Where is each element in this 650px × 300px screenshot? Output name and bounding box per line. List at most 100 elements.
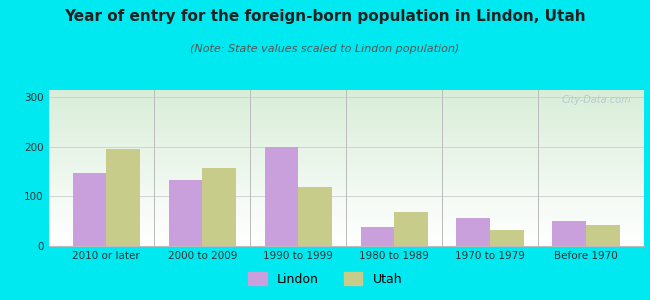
Bar xyxy=(49,184,644,185)
Text: Year of entry for the foreign-born population in Lindon, Utah: Year of entry for the foreign-born popul… xyxy=(64,9,586,24)
Bar xyxy=(49,160,644,162)
Bar xyxy=(202,168,236,246)
Bar xyxy=(49,157,644,159)
Bar xyxy=(49,152,644,154)
Bar xyxy=(49,98,644,99)
Bar xyxy=(49,163,644,165)
Bar xyxy=(49,230,644,232)
Bar xyxy=(49,241,644,243)
Bar xyxy=(49,140,644,142)
Bar xyxy=(49,165,644,166)
Bar xyxy=(49,202,644,204)
Bar xyxy=(49,120,644,121)
Bar xyxy=(49,212,644,213)
Bar xyxy=(49,193,644,194)
Bar xyxy=(49,106,644,107)
Bar xyxy=(49,221,644,223)
Bar xyxy=(49,112,644,113)
Bar xyxy=(49,190,644,191)
Bar xyxy=(49,149,644,151)
Bar xyxy=(49,237,644,238)
Bar xyxy=(49,233,644,235)
Bar xyxy=(49,134,644,135)
Bar xyxy=(49,169,644,171)
Bar xyxy=(49,143,644,145)
Bar xyxy=(49,171,644,173)
Bar xyxy=(49,243,644,244)
Bar xyxy=(49,121,644,123)
Bar xyxy=(49,154,644,155)
Bar xyxy=(49,137,644,138)
Bar xyxy=(49,128,644,129)
Bar xyxy=(49,130,644,132)
Bar xyxy=(49,177,644,179)
Bar xyxy=(49,240,644,241)
Bar xyxy=(49,109,644,110)
Bar xyxy=(49,93,644,95)
Bar xyxy=(73,173,107,246)
Bar xyxy=(49,90,644,92)
Bar xyxy=(49,124,644,126)
Bar xyxy=(49,123,644,124)
Bar xyxy=(49,118,644,120)
Bar xyxy=(49,107,644,109)
Bar xyxy=(49,199,644,201)
Bar xyxy=(49,151,644,152)
Bar xyxy=(49,194,644,196)
Text: (Note: State values scaled to Lindon population): (Note: State values scaled to Lindon pop… xyxy=(190,44,460,53)
Bar xyxy=(490,230,524,246)
Bar xyxy=(49,196,644,198)
Bar xyxy=(49,96,644,98)
Bar xyxy=(49,218,644,220)
Bar xyxy=(49,101,644,103)
Bar xyxy=(552,221,586,246)
Bar xyxy=(49,198,644,199)
Bar xyxy=(49,110,644,112)
Bar xyxy=(49,191,644,193)
Bar xyxy=(361,227,394,246)
Bar xyxy=(49,207,644,208)
Bar xyxy=(586,225,619,246)
Bar xyxy=(49,204,644,206)
Bar xyxy=(49,201,644,202)
Bar xyxy=(49,126,644,128)
Bar xyxy=(49,232,644,233)
Bar xyxy=(49,224,644,226)
Bar xyxy=(49,179,644,181)
Bar xyxy=(49,188,644,190)
Text: City-Data.com: City-Data.com xyxy=(562,95,632,105)
Bar xyxy=(49,227,644,229)
Bar xyxy=(265,147,298,246)
Bar xyxy=(49,182,644,184)
Bar xyxy=(49,244,644,246)
Bar xyxy=(49,167,644,168)
Bar xyxy=(49,159,644,160)
Bar xyxy=(49,213,644,215)
Bar xyxy=(49,142,644,143)
Bar xyxy=(394,212,428,246)
Bar xyxy=(49,176,644,177)
Bar xyxy=(49,138,644,140)
Bar xyxy=(168,180,202,246)
Bar xyxy=(49,132,644,134)
Bar xyxy=(49,210,644,212)
Bar xyxy=(49,174,644,176)
Bar xyxy=(49,226,644,227)
Bar xyxy=(49,145,644,146)
Bar xyxy=(49,104,644,106)
Bar xyxy=(49,168,644,170)
Bar xyxy=(49,115,644,116)
Bar xyxy=(49,220,644,221)
Bar xyxy=(49,116,644,118)
Bar xyxy=(49,148,644,149)
Bar xyxy=(49,146,644,148)
Legend: Lindon, Utah: Lindon, Utah xyxy=(243,267,407,291)
Bar xyxy=(107,149,140,246)
Bar xyxy=(49,113,644,115)
Bar xyxy=(49,155,644,157)
Bar xyxy=(49,181,644,182)
Bar xyxy=(49,103,644,104)
Bar xyxy=(49,92,644,93)
Bar xyxy=(49,215,644,216)
Bar xyxy=(49,223,644,224)
